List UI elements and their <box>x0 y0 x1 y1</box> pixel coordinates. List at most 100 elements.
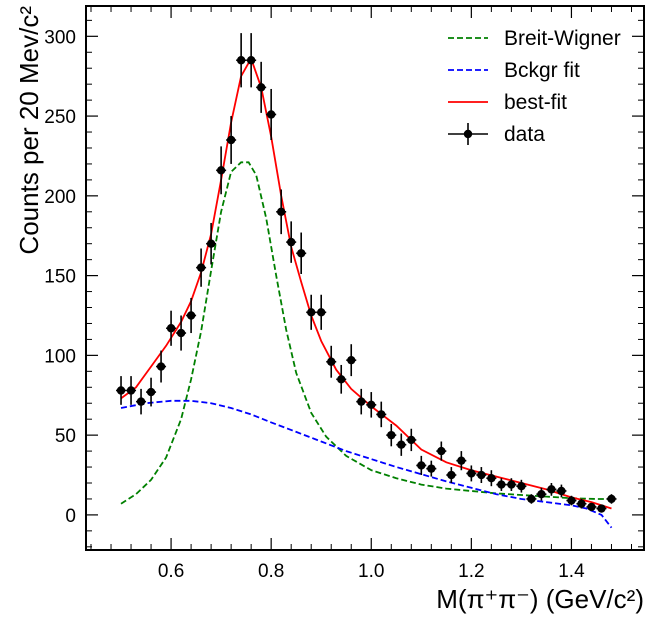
data-point <box>156 350 167 383</box>
y-tick-label: 250 <box>44 107 76 128</box>
data-marker <box>246 56 256 65</box>
data-point <box>516 479 527 493</box>
data-point <box>206 222 217 265</box>
plot-frame <box>85 5 645 551</box>
data-point <box>256 61 267 113</box>
data-marker <box>146 387 156 397</box>
data-marker <box>607 494 616 504</box>
data-marker <box>497 480 506 489</box>
data-marker <box>487 474 496 483</box>
data-point <box>556 484 567 498</box>
data-marker <box>457 456 466 465</box>
data-point <box>166 310 177 346</box>
y-tick-label: 150 <box>44 267 76 288</box>
legend-label: Bckgr fit <box>504 59 580 82</box>
data-point <box>476 467 487 483</box>
legend: Breit-Wigner Bckgr fit best-fit data <box>448 27 621 146</box>
x-tick-label: 0.8 <box>258 561 284 582</box>
breit-wigner-curve <box>120 161 612 505</box>
data-point <box>356 388 367 415</box>
x-tick-label: 1.4 <box>558 561 585 582</box>
x-tick-label: 0.6 <box>158 561 184 582</box>
data-marker <box>236 56 246 65</box>
data-point <box>526 494 537 504</box>
data-marker <box>347 355 356 365</box>
data-point <box>226 116 237 164</box>
legend-entry: Bckgr fit <box>448 59 580 82</box>
data-marker <box>517 481 526 491</box>
data-marker <box>256 83 266 92</box>
legend-label: data <box>504 123 545 146</box>
data-point <box>566 495 577 506</box>
data-point <box>236 33 247 88</box>
data-point <box>496 478 507 491</box>
data-marker <box>126 386 136 395</box>
data-point <box>336 364 347 394</box>
data-point <box>186 297 197 334</box>
x-tick-label: 1.2 <box>458 561 484 582</box>
legend-label: Breit-Wigner <box>504 27 621 50</box>
data-point <box>456 451 467 471</box>
data-marker <box>327 357 336 366</box>
data-point <box>196 248 207 287</box>
y-tick-label: 200 <box>44 187 76 208</box>
data-point <box>296 232 307 275</box>
data-point <box>416 455 427 476</box>
data-marker <box>307 308 316 317</box>
data-point <box>136 388 147 415</box>
data-marker <box>196 263 206 272</box>
data-point <box>576 498 587 509</box>
data-point <box>586 502 597 512</box>
data-point <box>396 433 407 456</box>
data-point <box>386 423 397 447</box>
data-marker <box>226 135 236 145</box>
y-axis-label: Counts per 20 Mev/c² <box>14 6 44 255</box>
data-point <box>486 470 497 487</box>
data-point <box>316 294 327 330</box>
data-point <box>436 441 447 461</box>
data-marker <box>337 375 346 384</box>
data-point <box>596 504 607 513</box>
data-marker <box>377 410 386 419</box>
data-marker <box>577 499 586 508</box>
data-marker <box>407 435 416 445</box>
data-marker <box>547 485 556 494</box>
data-marker <box>557 486 566 496</box>
data-marker <box>417 461 426 470</box>
legend-entry: Breit-Wigner <box>448 27 621 50</box>
data-point <box>546 482 557 496</box>
data-marker <box>597 504 606 513</box>
data-point <box>146 377 157 407</box>
data-point <box>606 494 617 504</box>
background-fit-line <box>120 399 613 529</box>
data-point <box>246 33 257 88</box>
data-point <box>176 315 187 351</box>
data-marker <box>367 400 376 410</box>
data-marker <box>266 110 276 119</box>
x-axis-label: M(π⁺π⁻) (GeV/c²) <box>436 584 644 614</box>
x-tick-label: 1.0 <box>358 561 384 582</box>
data-marker <box>537 489 546 499</box>
data-point <box>446 467 457 483</box>
data-point <box>116 376 127 405</box>
data-point <box>126 376 137 405</box>
data-marker <box>296 249 306 258</box>
data-marker <box>397 440 406 449</box>
data-point <box>366 392 377 418</box>
data-point <box>326 345 337 378</box>
axis-ticks <box>86 6 644 550</box>
data-marker <box>276 207 286 216</box>
data-marker <box>317 308 326 317</box>
data-point <box>306 294 317 330</box>
tick-labels: 0.6 0.8 1.0 1.2 1.4 0 50 100 150 200 250 300 <box>44 27 585 582</box>
data-marker <box>437 446 446 456</box>
y-tick-label: 100 <box>44 346 76 367</box>
data-point <box>216 146 227 195</box>
data-point <box>276 189 287 235</box>
data-marker <box>447 470 456 480</box>
y-tick-label: 300 <box>44 27 76 48</box>
data-marker <box>587 502 596 512</box>
legend-entry: data <box>448 123 545 146</box>
data-point <box>346 344 357 377</box>
data-marker <box>216 166 226 175</box>
